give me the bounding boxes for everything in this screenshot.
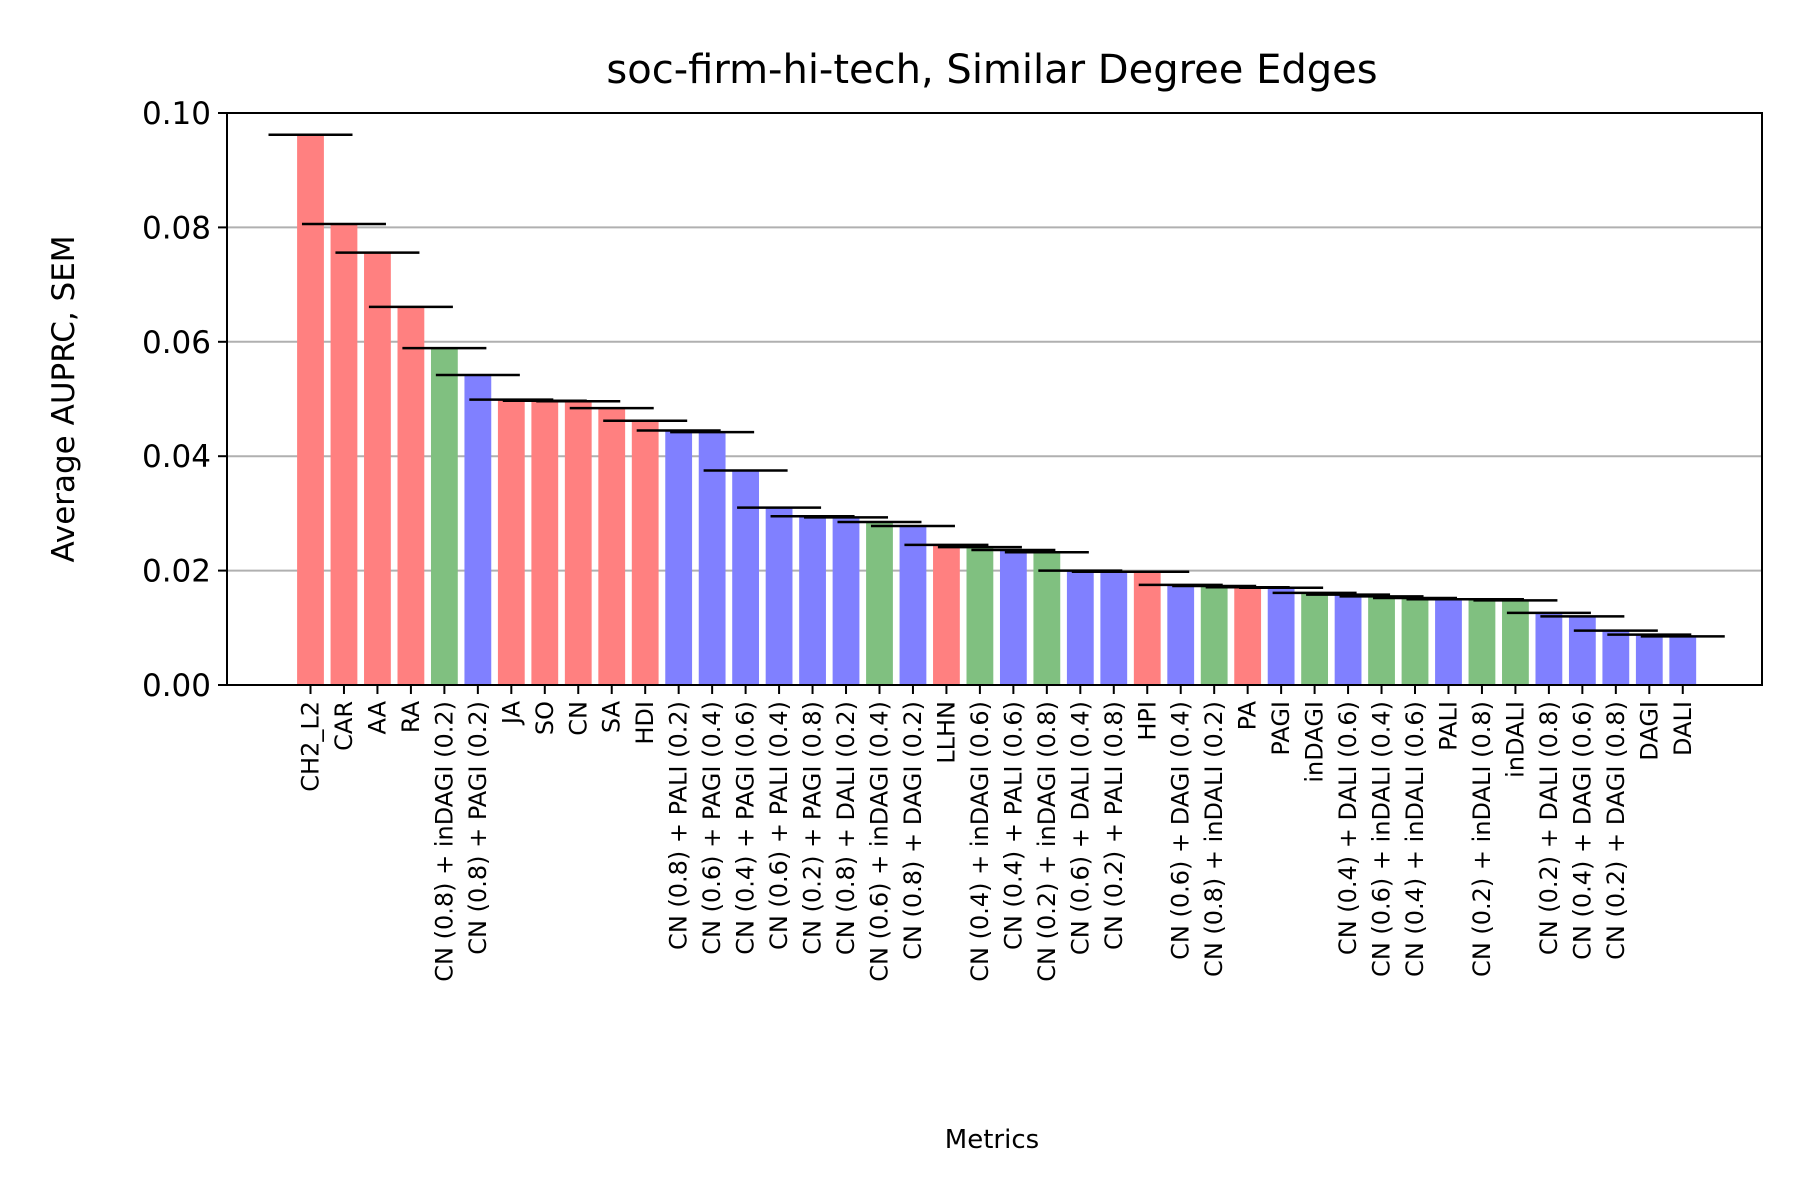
bar <box>1167 584 1195 685</box>
x-tick-label: inDALI <box>1501 701 1529 778</box>
bar <box>1100 571 1128 685</box>
x-tick-label: CN (0.6) + inDAGI (0.4) <box>865 701 893 982</box>
x-tick-label: SO <box>531 701 559 735</box>
bar <box>966 547 994 685</box>
bar <box>1033 552 1061 685</box>
bar <box>1502 600 1529 685</box>
x-axis-ticks: CH2_L2 CAR AA RA CN (0.8) + inDAGI (0.2) CN (… <box>297 685 1697 982</box>
bar <box>933 544 960 685</box>
x-tick-label: CAR <box>330 701 358 751</box>
bar <box>1066 570 1094 685</box>
bar <box>999 550 1027 685</box>
x-tick-label: CN (0.2) + DALI (0.8) <box>1535 701 1563 955</box>
y-axis-ticks: 0.00 0.02 0.04 0.06 0.08 0.10 <box>142 96 227 704</box>
x-tick-label: DALI <box>1669 701 1697 756</box>
bar <box>464 374 492 685</box>
bar <box>330 223 358 685</box>
x-tick-label: CN (0.4) + DALI (0.6) <box>1334 701 1362 955</box>
error-bars <box>268 133 1725 638</box>
x-axis-label: Metrics <box>945 1125 1039 1155</box>
x-tick-label: AA <box>363 700 391 734</box>
x-tick-label: CN (0.4) + DAGI (0.6) <box>1568 701 1596 960</box>
x-tick-label: CN (0.8) + inDAGI (0.2) <box>430 701 458 982</box>
bar <box>1669 636 1697 685</box>
x-tick-label: CN (0.2) + PALI (0.8) <box>1100 701 1128 950</box>
y-axis-label: Average AUPRC, SEM <box>46 235 82 562</box>
y-tick-label: 0.04 <box>142 439 211 475</box>
x-tick-label: CN (0.4) + inDALI (0.6) <box>1401 701 1429 977</box>
bar <box>1568 616 1596 685</box>
x-tick-label: CN (0.8) + PAGI (0.2) <box>464 701 492 955</box>
bar <box>1234 587 1262 685</box>
bar <box>364 252 391 685</box>
x-tick-label: CN (0.2) + inDALI (0.8) <box>1468 701 1496 977</box>
bar <box>1334 594 1362 685</box>
bar <box>1468 599 1496 685</box>
bar <box>665 430 693 685</box>
bar <box>564 401 592 685</box>
x-tick-label: CN (0.6) + inDALI (0.4) <box>1368 701 1396 977</box>
bar <box>732 470 760 685</box>
bar <box>598 408 626 685</box>
bar <box>531 400 559 685</box>
y-tick-label: 0.06 <box>142 325 211 361</box>
x-tick-label: HDI <box>631 701 659 745</box>
x-tick-label: LLHN <box>932 701 960 764</box>
y-tick-label: 0.00 <box>142 668 211 704</box>
x-tick-label: CN (0.6) + DALI (0.4) <box>1066 701 1094 955</box>
x-tick-label: CN (0.4) + inDAGI (0.6) <box>966 701 994 982</box>
x-tick-label: CN (0.6) + DAGI (0.4) <box>1167 701 1195 960</box>
x-tick-label: DAGI <box>1635 701 1663 761</box>
bar <box>1200 586 1228 685</box>
bar <box>698 432 726 685</box>
x-tick-label: inDAGI <box>1301 701 1329 783</box>
bar <box>899 525 927 685</box>
bar <box>1368 596 1395 685</box>
bars <box>297 134 1697 686</box>
x-tick-label: RA <box>397 700 425 733</box>
x-tick-label: CN (0.8) + PALI (0.2) <box>665 701 693 950</box>
bar <box>631 420 659 685</box>
x-tick-label: CN (0.2) + PAGI (0.8) <box>799 701 827 955</box>
x-tick-label: CN (0.2) + DAGI (0.8) <box>1602 701 1630 960</box>
bar <box>765 507 793 685</box>
bar <box>1401 598 1429 685</box>
x-tick-label: CN (0.8) + inDALI (0.2) <box>1200 701 1228 977</box>
x-tick-label: CN (0.8) + DALI (0.2) <box>832 701 860 955</box>
bar <box>799 516 826 685</box>
bar <box>297 134 324 686</box>
x-tick-label: JA <box>497 700 525 726</box>
x-tick-label: CN (0.2) + inDAGI (0.8) <box>1033 701 1061 982</box>
bar <box>1267 587 1295 685</box>
bar <box>397 306 425 685</box>
bar <box>1535 612 1563 685</box>
y-tick-label: 0.10 <box>142 96 211 132</box>
bar <box>430 348 458 685</box>
bar <box>866 521 893 685</box>
x-tick-label: CN (0.4) + PALI (0.6) <box>999 701 1027 950</box>
bar <box>497 399 525 685</box>
plot-frame <box>226 112 1763 686</box>
x-tick-label: CN (0.8) + DAGI (0.2) <box>899 701 927 960</box>
x-tick-label: CN (0.6) + PALI (0.4) <box>765 701 793 950</box>
bar <box>1133 571 1161 685</box>
x-tick-label: PALI <box>1434 701 1462 751</box>
bar <box>1301 592 1328 685</box>
x-tick-label: CH2_L2 <box>297 701 325 792</box>
bar <box>1435 599 1462 685</box>
x-tick-label: PA <box>1234 700 1262 730</box>
chart-title: soc-firm-hi-tech, Similar Degree Edges <box>606 47 1377 93</box>
x-tick-label: CN (0.4) + PAGI (0.6) <box>732 701 760 955</box>
y-tick-label: 0.08 <box>142 210 211 246</box>
y-tick-label: 0.02 <box>142 554 211 590</box>
x-tick-label: CN (0.6) + PAGI (0.4) <box>698 701 726 955</box>
x-tick-label: HPI <box>1133 701 1161 741</box>
bar <box>1602 630 1630 685</box>
bar <box>1635 634 1663 685</box>
bar <box>832 517 860 685</box>
x-tick-label: PAGI <box>1267 701 1295 756</box>
x-tick-label: SA <box>598 700 626 733</box>
x-tick-label: CN <box>564 701 592 736</box>
